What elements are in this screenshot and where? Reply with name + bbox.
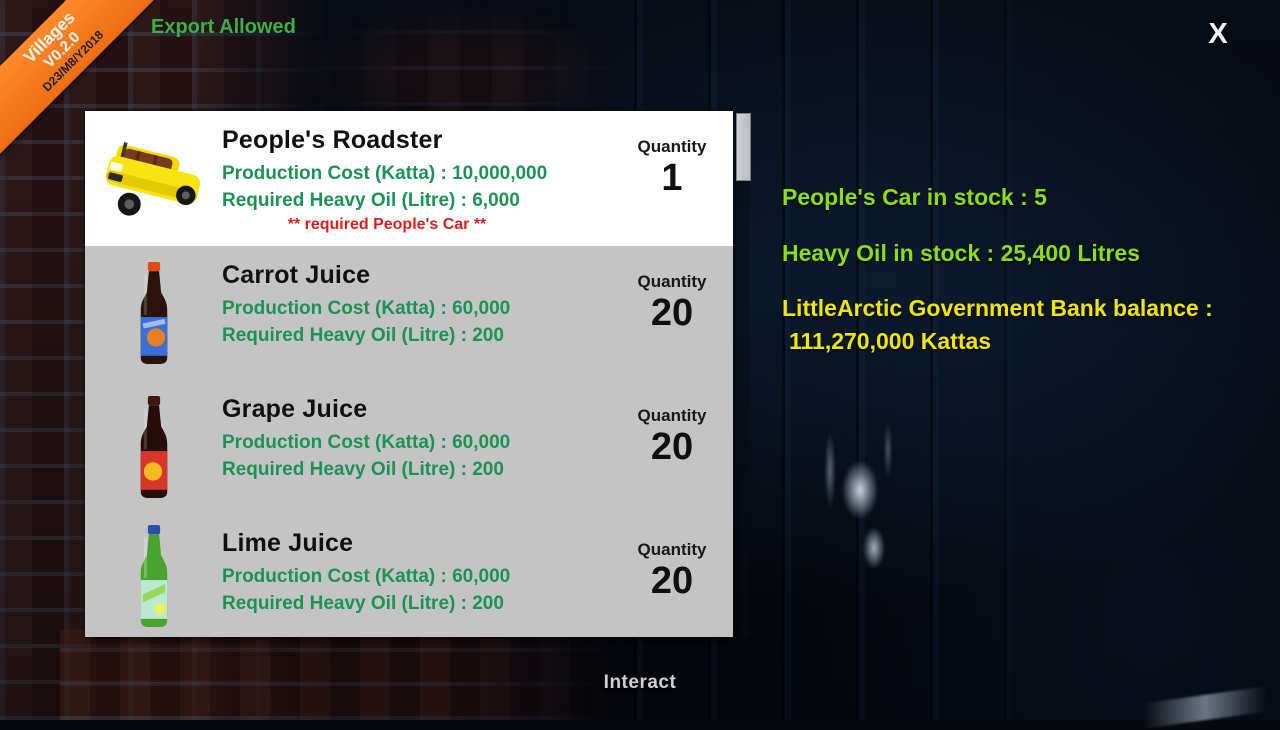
quantity-value: 20	[650, 292, 694, 334]
quantity-label: Quantity	[637, 137, 707, 156]
item-required-oil: Required Heavy Oil (Litre) : 200	[222, 325, 504, 346]
bank-balance-label-line2: 111,270,000 Kattas	[789, 328, 992, 354]
quantity-label: Quantity	[637, 540, 707, 559]
item-production-cost: Production Cost (Katta) : 60,000	[222, 566, 511, 587]
item-required-oil: Required Heavy Oil (Litre) : 6,000	[222, 190, 520, 211]
oil-stock-label: Heavy Oil in stock : 25,400 Litres	[782, 240, 1140, 266]
item-title: Carrot Juice	[222, 261, 371, 289]
item-quantity-cell: Quantity 20	[617, 246, 727, 380]
item-required-oil: Required Heavy Oil (Litre) : 200	[222, 459, 504, 480]
list-item-grape-juice[interactable]: Grape Juice Production Cost (Katta) : 60…	[85, 380, 733, 514]
export-status-label: Export Allowed	[151, 16, 296, 38]
quantity-value: 20	[650, 426, 694, 468]
item-title: People's Roadster	[222, 126, 443, 154]
quantity-value: 20	[650, 560, 694, 602]
item-quantity-cell: Quantity 20	[617, 380, 727, 514]
list-item-lime-juice[interactable]: Lime Juice Production Cost (Katta) : 60,…	[85, 514, 733, 637]
item-icon-cell	[85, 111, 222, 246]
stock-info-block: People's Car in stock : 5 Heavy Oil in s…	[782, 183, 1262, 358]
grape-juice-bottle-icon	[140, 396, 167, 498]
item-required-oil: Required Heavy Oil (Litre) : 200	[222, 593, 504, 614]
production-list-panel: People's Roadster Production Cost (Katta…	[85, 111, 733, 637]
brick-wall-bottom	[60, 630, 620, 720]
lime-juice-bottle-icon	[140, 524, 167, 627]
list-item-peoples-roadster[interactable]: People's Roadster Production Cost (Katta…	[85, 111, 733, 246]
item-info: Lime Juice Production Cost (Katta) : 60,…	[222, 514, 617, 637]
list-item-carrot-juice[interactable]: Carrot Juice Production Cost (Katta) : 6…	[85, 246, 733, 380]
item-requirement-note: ** required People's Car **	[287, 216, 487, 233]
item-icon-cell	[85, 246, 222, 380]
interact-prompt[interactable]: Interact	[603, 672, 677, 693]
car-stock-label: People's Car in stock : 5	[782, 184, 1047, 210]
scrollbar-thumb[interactable]	[736, 113, 751, 181]
item-quantity-cell: Quantity 1	[617, 111, 727, 246]
quantity-label: Quantity	[637, 272, 707, 291]
item-production-cost: Production Cost (Katta) : 60,000	[222, 298, 511, 319]
quantity-label: Quantity	[637, 406, 707, 425]
item-title: Grape Juice	[222, 395, 368, 423]
paint-smudge	[790, 420, 930, 620]
bank-balance-label-line1: LittleArctic Government Bank balance :	[782, 295, 1213, 321]
item-title: Lime Juice	[222, 529, 354, 557]
item-info: Carrot Juice Production Cost (Katta) : 6…	[222, 246, 617, 380]
item-icon-cell	[85, 380, 222, 514]
quantity-value: 1	[661, 157, 683, 199]
item-info: People's Roadster Production Cost (Katta…	[222, 111, 617, 246]
scrollbar-track[interactable]	[740, 111, 749, 637]
carrot-juice-bottle-icon	[140, 262, 167, 364]
roadster-car-icon	[105, 141, 200, 216]
item-quantity-cell: Quantity 20	[617, 514, 727, 637]
item-production-cost: Production Cost (Katta) : 10,000,000	[222, 163, 548, 184]
item-icon-cell	[85, 514, 222, 637]
item-production-cost: Production Cost (Katta) : 60,000	[222, 432, 511, 453]
item-info: Grape Juice Production Cost (Katta) : 60…	[222, 380, 617, 514]
close-button[interactable]: X	[1208, 18, 1228, 50]
